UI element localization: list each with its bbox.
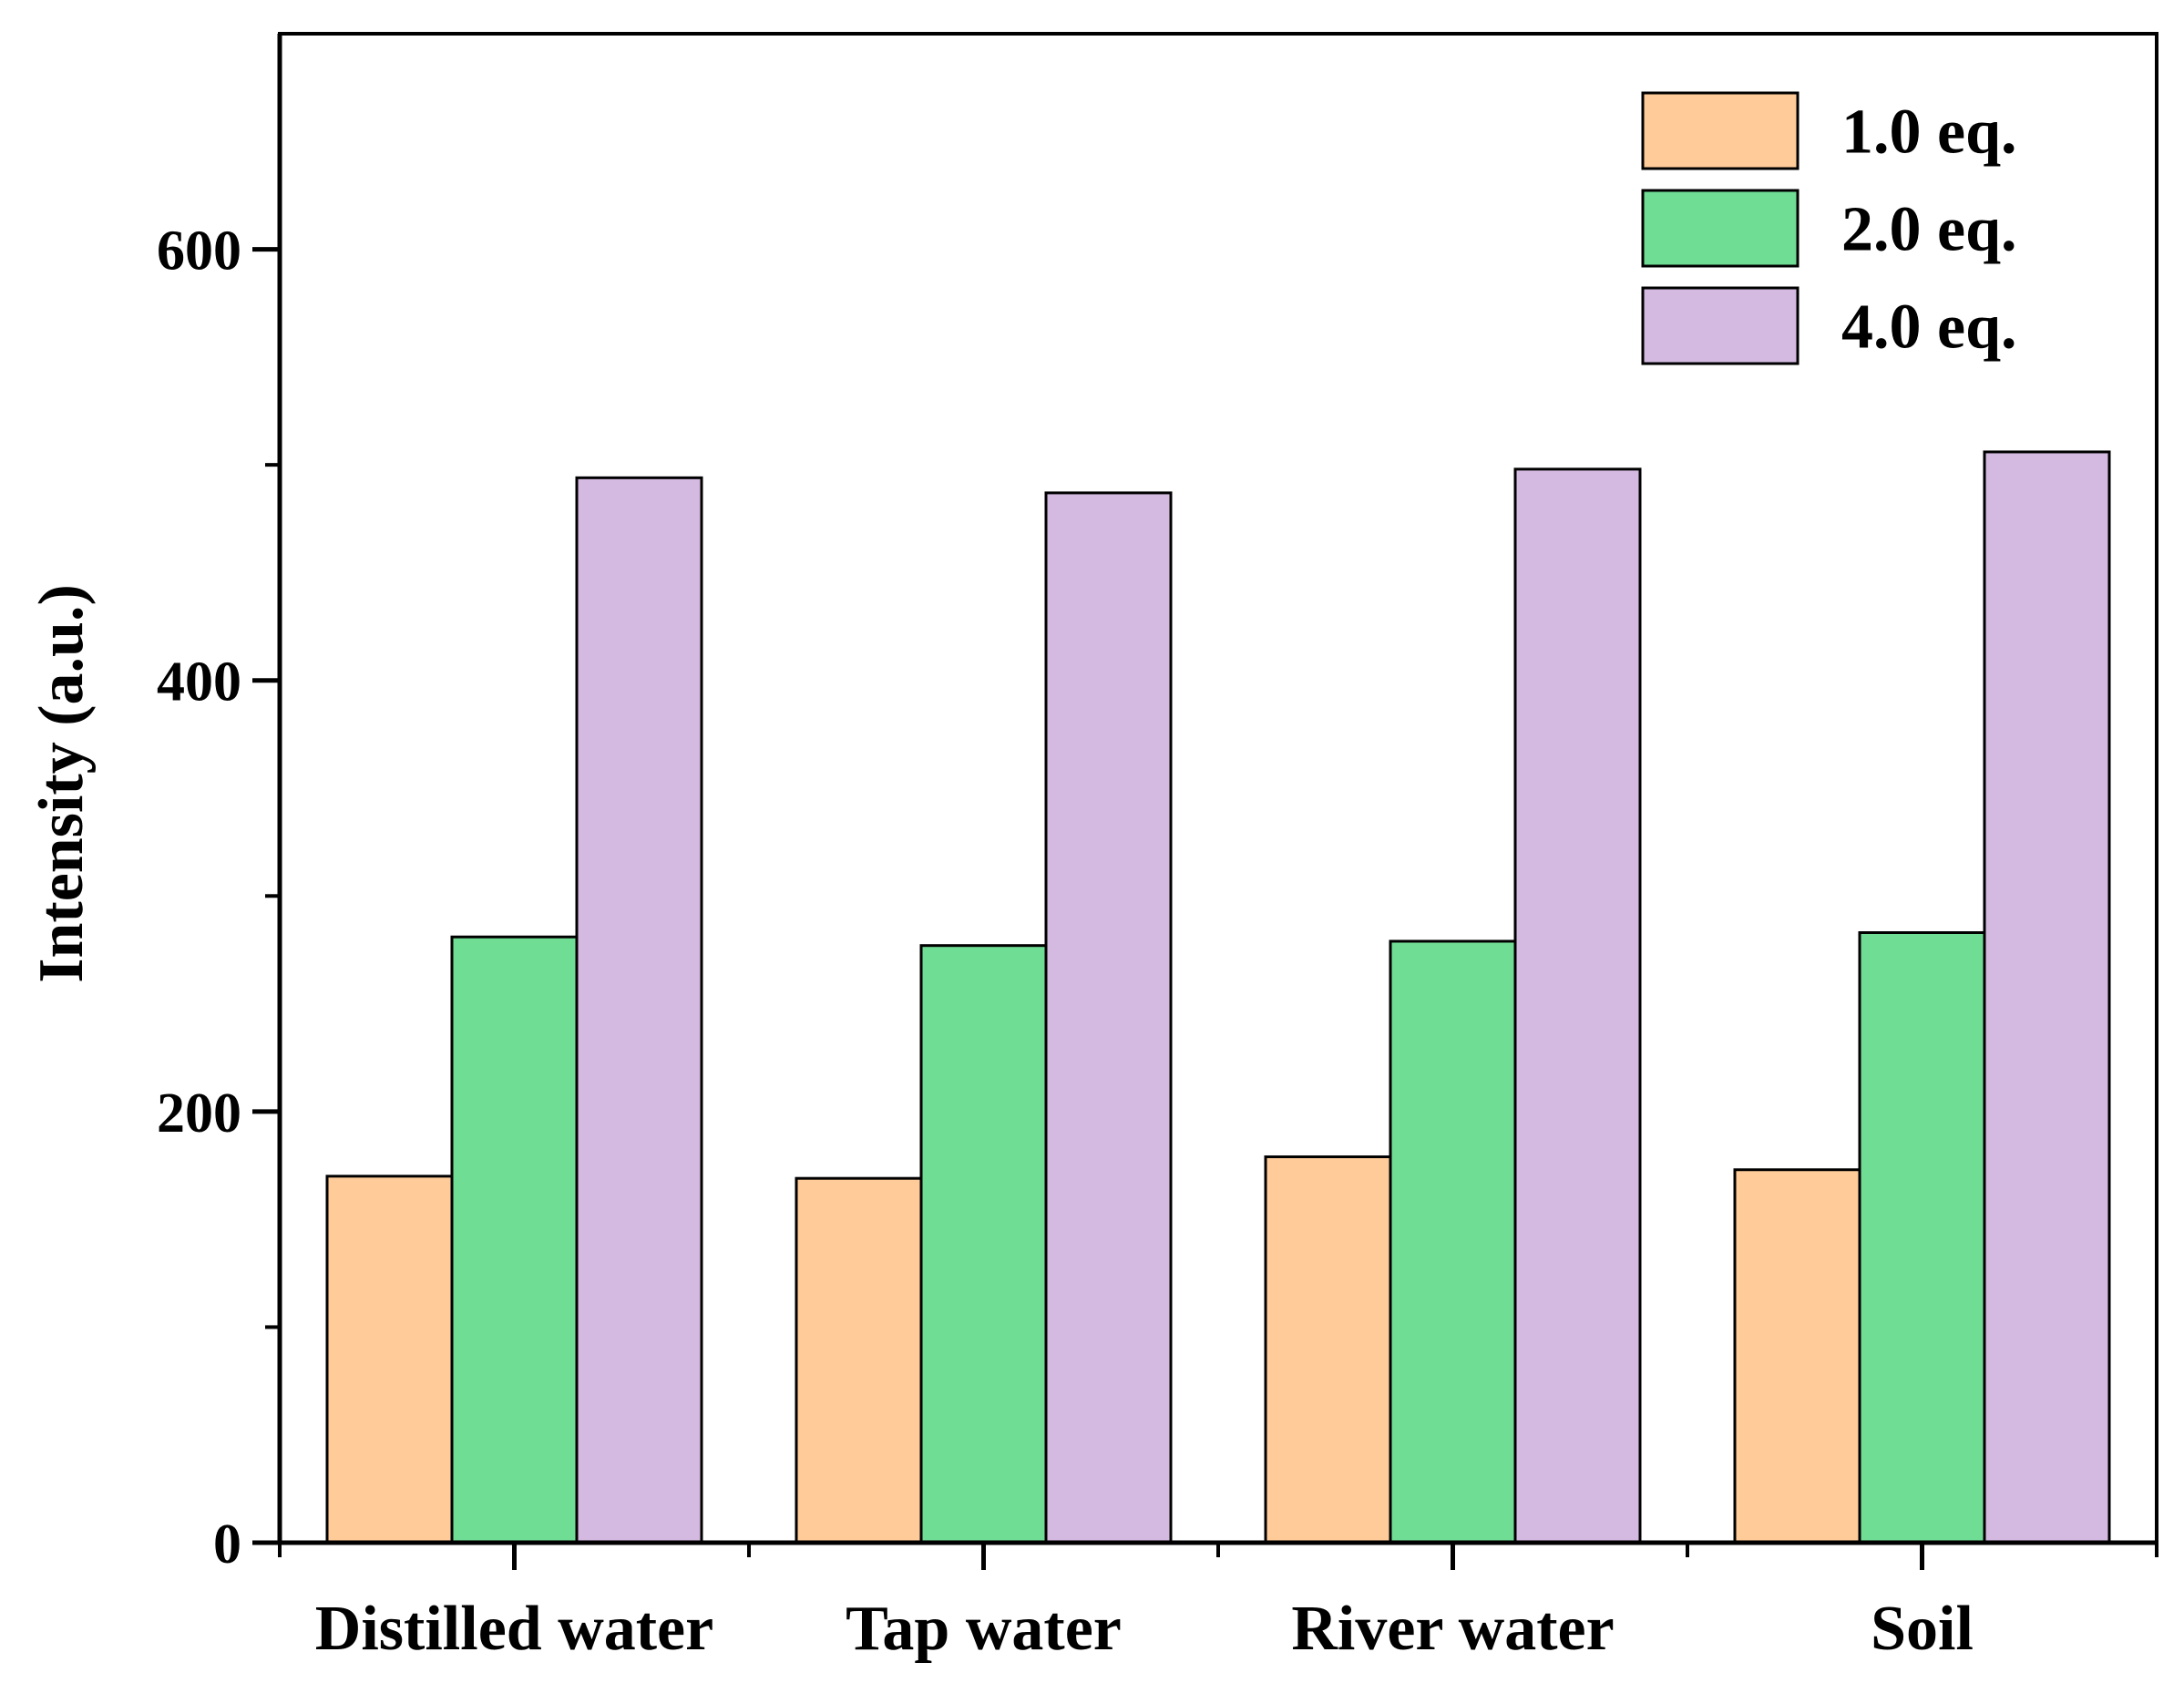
bar-2-soil xyxy=(1858,931,1986,1544)
y-tick-label: 600 xyxy=(157,221,241,282)
x-category-label: Distilled water xyxy=(315,1594,713,1664)
legend-swatch xyxy=(1641,189,1799,268)
y-tick-label: 400 xyxy=(157,652,241,713)
bar-1-river-water xyxy=(1264,1155,1392,1544)
bar-2-tap-water xyxy=(919,944,1048,1544)
bar-2-river-water xyxy=(1389,939,1517,1544)
y-axis-title: Intensity (a.u.) xyxy=(26,584,97,983)
ticks-group: 0 200 400 600 Distilled water Tap water River … xyxy=(157,221,2158,1664)
bars-group xyxy=(325,450,2111,1544)
bar-3-soil xyxy=(1983,450,2111,1544)
bar-3-tap-water xyxy=(1044,491,1173,1544)
x-category-label: Soil xyxy=(1871,1594,1974,1664)
bar-1-tap-water xyxy=(795,1176,923,1544)
y-tick-label: 0 xyxy=(213,1514,241,1575)
legend-label: 2.0 eq. xyxy=(1841,195,2017,265)
legend-swatch xyxy=(1641,91,1799,170)
bar-1-distilled-water xyxy=(325,1175,454,1544)
x-category-label: Tap water xyxy=(846,1594,1122,1664)
y-tick-label: 200 xyxy=(157,1083,241,1144)
legend-swatch xyxy=(1641,286,1799,365)
legend-label: 1.0 eq. xyxy=(1841,97,2017,168)
legend: 1.0 eq. 2.0 eq. 4.0 eq. xyxy=(1641,91,2017,365)
x-category-label: River water xyxy=(1291,1594,1614,1664)
axes-group xyxy=(277,32,2158,1545)
bar-3-distilled-water xyxy=(575,476,703,1544)
legend-label: 4.0 eq. xyxy=(1841,292,2017,363)
bar-3-river-water xyxy=(1513,467,1642,1544)
bar-2-distilled-water xyxy=(450,935,579,1544)
bar-1-soil xyxy=(1733,1168,1861,1544)
